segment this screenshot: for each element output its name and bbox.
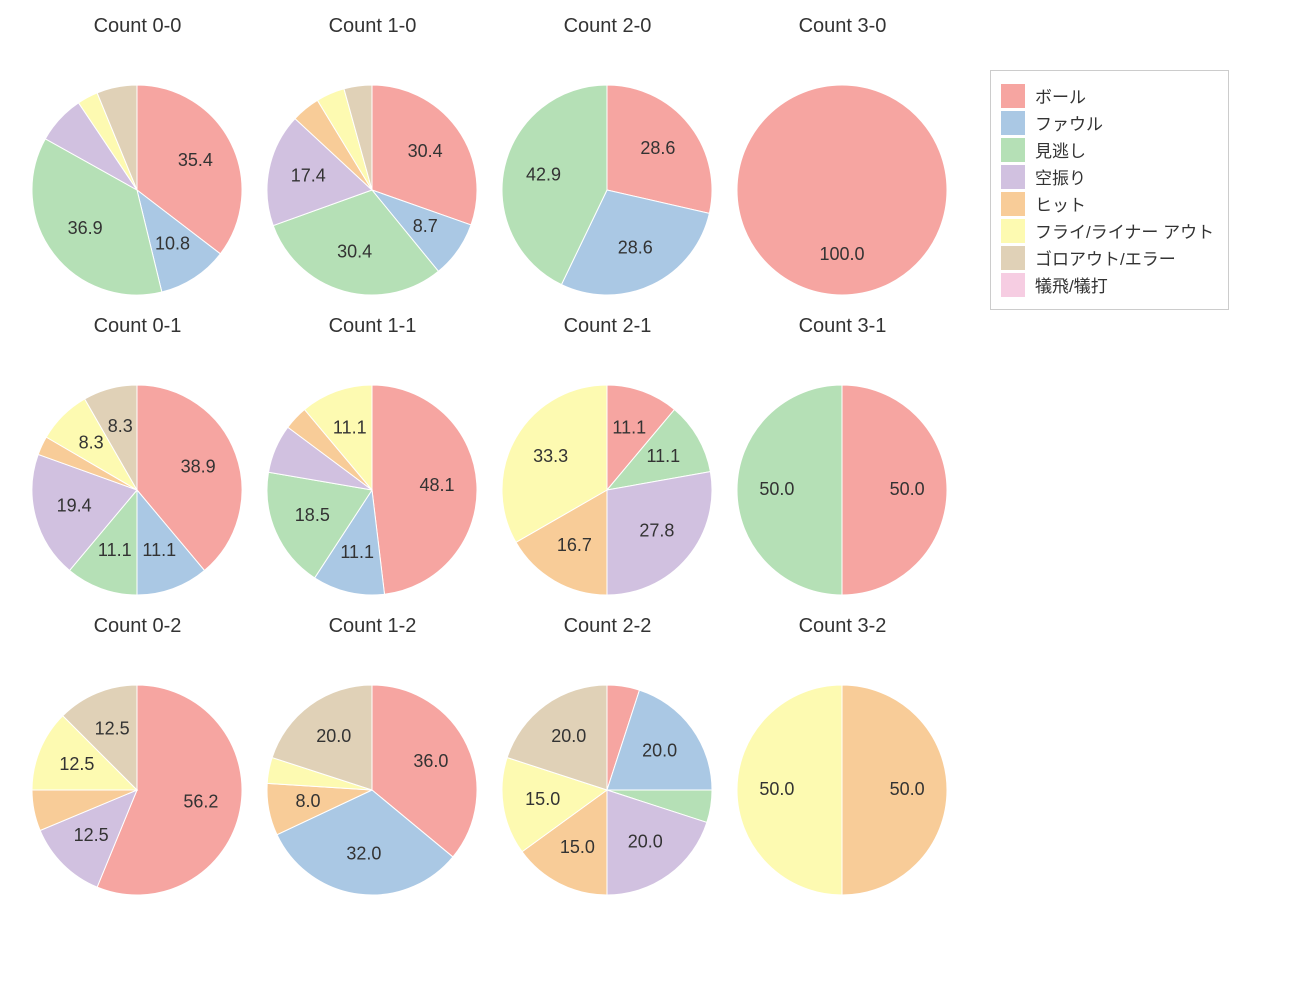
svg-text:20.0: 20.0 (551, 726, 586, 746)
legend-item: ヒット (1001, 191, 1214, 216)
legend-label: ヒット (1035, 191, 1086, 216)
svg-text:11.1: 11.1 (98, 540, 132, 560)
pie-chart: Count 1-148.111.118.511.1 (255, 315, 490, 615)
svg-text:12.5: 12.5 (59, 754, 94, 774)
pie-chart: Count 0-035.410.836.9 (20, 15, 255, 315)
svg-text:19.4: 19.4 (57, 496, 92, 516)
svg-text:35.4: 35.4 (178, 150, 213, 170)
pie-chart: Count 3-150.050.0 (725, 315, 960, 615)
svg-text:42.9: 42.9 (526, 164, 561, 184)
svg-text:11.1: 11.1 (340, 542, 374, 562)
pie-svg: 100.0 (725, 15, 960, 315)
pie-svg: 50.0 50.0 (725, 615, 960, 915)
svg-text:56.2: 56.2 (183, 791, 218, 811)
pie-svg: 36.0 32.0 8.0 20.0 (255, 615, 490, 915)
legend-item: ボール (1001, 83, 1214, 108)
legend-label: フライ/ライナー アウト (1035, 218, 1214, 243)
svg-text:17.4: 17.4 (291, 166, 326, 186)
pie-chart: Count 2-111.111.127.816.733.3 (490, 315, 725, 615)
legend-swatch (1001, 219, 1025, 243)
pie-chart: Count 3-250.050.0 (725, 615, 960, 915)
pie-svg: 38.9 11.1 11.1 19.4 8.38.3 (20, 315, 255, 615)
svg-text:11.1: 11.1 (612, 418, 646, 438)
legend-swatch (1001, 138, 1025, 162)
pie-svg: 48.1 11.1 18.5 11.1 (255, 315, 490, 615)
legend-label: 見逃し (1035, 137, 1086, 162)
svg-text:20.0: 20.0 (642, 740, 677, 760)
legend-swatch (1001, 165, 1025, 189)
svg-text:10.8: 10.8 (155, 233, 190, 253)
legend-label: ボール (1035, 83, 1086, 108)
legend-swatch (1001, 192, 1025, 216)
pie-svg: 20.0 20.0 15.0 15.0 20.0 (490, 615, 725, 915)
svg-text:30.4: 30.4 (408, 141, 443, 161)
pie-chart: Count 0-138.911.111.119.48.38.3 (20, 315, 255, 615)
svg-text:15.0: 15.0 (525, 789, 560, 809)
chart-grid: Count 0-035.410.836.9Count 1-030.48.730.… (0, 0, 1300, 1000)
legend-swatch (1001, 84, 1025, 108)
pie-chart: Count 1-236.032.08.020.0 (255, 615, 490, 915)
legend-label: ファウル (1035, 110, 1103, 135)
pie-chart: Count 3-0100.0 (725, 15, 960, 315)
svg-text:50.0: 50.0 (890, 479, 925, 499)
svg-text:12.5: 12.5 (95, 719, 130, 739)
legend-swatch (1001, 246, 1025, 270)
legend-item: 空振り (1001, 164, 1214, 189)
legend-label: 犠飛/犠打 (1035, 272, 1108, 297)
svg-text:27.8: 27.8 (639, 521, 674, 541)
svg-text:8.3: 8.3 (108, 416, 133, 436)
pie-chart: Count 2-028.628.642.9 (490, 15, 725, 315)
svg-text:11.1: 11.1 (646, 446, 680, 466)
svg-text:38.9: 38.9 (181, 457, 216, 477)
svg-text:30.4: 30.4 (337, 241, 372, 261)
svg-text:8.7: 8.7 (413, 216, 438, 236)
pie-svg: 28.6 28.6 42.9 (490, 15, 725, 315)
svg-text:16.7: 16.7 (557, 535, 592, 555)
svg-text:11.1: 11.1 (333, 418, 367, 438)
svg-text:36.9: 36.9 (68, 218, 103, 238)
legend-item: 見逃し (1001, 137, 1214, 162)
pie-svg: 11.111.1 27.8 16.7 33.3 (490, 315, 725, 615)
legend-swatch (1001, 111, 1025, 135)
legend-item: ファウル (1001, 110, 1214, 135)
svg-text:18.5: 18.5 (295, 505, 330, 525)
legend-item: フライ/ライナー アウト (1001, 218, 1214, 243)
svg-text:12.5: 12.5 (74, 825, 109, 845)
svg-text:36.0: 36.0 (413, 751, 448, 771)
pie-chart: Count 1-030.48.730.417.4 (255, 15, 490, 315)
svg-text:20.0: 20.0 (316, 726, 351, 746)
svg-text:8.3: 8.3 (79, 433, 104, 453)
svg-text:48.1: 48.1 (419, 475, 454, 495)
svg-text:50.0: 50.0 (759, 779, 794, 799)
legend: ボールファウル見逃し空振りヒットフライ/ライナー アウトゴロアウト/エラー犠飛/… (990, 70, 1229, 310)
svg-text:100.0: 100.0 (819, 244, 864, 264)
legend-label: ゴロアウト/エラー (1035, 245, 1176, 270)
svg-text:50.0: 50.0 (759, 479, 794, 499)
pie-chart: Count 2-220.020.015.015.020.0 (490, 615, 725, 915)
pie-svg: 56.212.512.512.5 (20, 615, 255, 915)
legend-swatch (1001, 273, 1025, 297)
svg-text:33.3: 33.3 (533, 446, 568, 466)
svg-text:8.0: 8.0 (296, 791, 321, 811)
svg-text:28.6: 28.6 (640, 138, 675, 158)
pie-svg: 50.0 50.0 (725, 315, 960, 615)
svg-text:32.0: 32.0 (346, 843, 381, 863)
legend-label: 空振り (1035, 164, 1086, 189)
pie-svg: 30.4 8.7 30.4 17.4 (255, 15, 490, 315)
legend-item: ゴロアウト/エラー (1001, 245, 1214, 270)
svg-text:11.1: 11.1 (142, 540, 176, 560)
svg-text:15.0: 15.0 (560, 837, 595, 857)
pie-chart: Count 0-256.212.512.512.5 (20, 615, 255, 915)
svg-text:50.0: 50.0 (890, 779, 925, 799)
pie-svg: 35.4 10.8 36.9 (20, 15, 255, 315)
svg-text:20.0: 20.0 (628, 831, 663, 851)
svg-text:28.6: 28.6 (618, 237, 653, 257)
legend-item: 犠飛/犠打 (1001, 272, 1214, 297)
